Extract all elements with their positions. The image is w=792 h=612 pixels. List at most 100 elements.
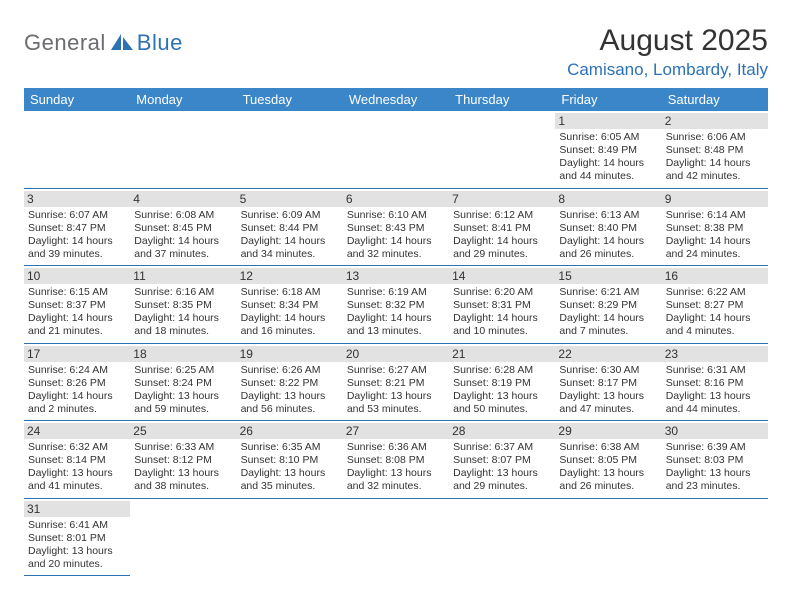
- sunrise-line: Sunrise: 6:12 AM: [453, 209, 551, 222]
- sunset-line: Sunset: 8:08 PM: [347, 454, 445, 467]
- calendar-cell: 1Sunrise: 6:05 AMSunset: 8:49 PMDaylight…: [555, 111, 661, 188]
- day-number: 7: [449, 191, 555, 207]
- day-number: 9: [662, 191, 768, 207]
- daylight-line: Daylight: 14 hours and 18 minutes.: [134, 312, 232, 338]
- calendar-row: 1Sunrise: 6:05 AMSunset: 8:49 PMDaylight…: [24, 111, 768, 188]
- sunset-line: Sunset: 8:21 PM: [347, 377, 445, 390]
- calendar-cell: [343, 111, 449, 188]
- day-number: 14: [449, 268, 555, 284]
- sunrise-line: Sunrise: 6:37 AM: [453, 441, 551, 454]
- daylight-line: Daylight: 14 hours and 21 minutes.: [28, 312, 126, 338]
- day-number: 11: [130, 268, 236, 284]
- weekday-header: Sunday: [24, 88, 130, 111]
- sunset-line: Sunset: 8:01 PM: [28, 532, 126, 545]
- day-number: 28: [449, 423, 555, 439]
- calendar-page: General Blue August 2025 Camisano, Lomba…: [0, 0, 792, 576]
- calendar-body: 1Sunrise: 6:05 AMSunset: 8:49 PMDaylight…: [24, 111, 768, 576]
- daylight-line: Daylight: 14 hours and 44 minutes.: [559, 157, 657, 183]
- weekday-header: Friday: [555, 88, 661, 111]
- day-number: 31: [24, 501, 130, 517]
- calendar-cell: 29Sunrise: 6:38 AMSunset: 8:05 PMDayligh…: [555, 421, 661, 499]
- sunset-line: Sunset: 8:43 PM: [347, 222, 445, 235]
- sunrise-line: Sunrise: 6:22 AM: [666, 286, 764, 299]
- day-number: 13: [343, 268, 449, 284]
- daylight-line: Daylight: 13 hours and 50 minutes.: [453, 390, 551, 416]
- daylight-line: Daylight: 13 hours and 29 minutes.: [453, 467, 551, 493]
- day-number: 12: [237, 268, 343, 284]
- sunrise-line: Sunrise: 6:09 AM: [241, 209, 339, 222]
- calendar-cell: [237, 498, 343, 576]
- calendar-cell: 26Sunrise: 6:35 AMSunset: 8:10 PMDayligh…: [237, 421, 343, 499]
- calendar-head: SundayMondayTuesdayWednesdayThursdayFrid…: [24, 88, 768, 111]
- daylight-line: Daylight: 14 hours and 29 minutes.: [453, 235, 551, 261]
- daylight-line: Daylight: 14 hours and 7 minutes.: [559, 312, 657, 338]
- daylight-line: Daylight: 14 hours and 26 minutes.: [559, 235, 657, 261]
- daylight-line: Daylight: 13 hours and 56 minutes.: [241, 390, 339, 416]
- sunset-line: Sunset: 8:38 PM: [666, 222, 764, 235]
- day-number: 5: [237, 191, 343, 207]
- sunrise-line: Sunrise: 6:18 AM: [241, 286, 339, 299]
- sunrise-line: Sunrise: 6:08 AM: [134, 209, 232, 222]
- calendar-cell: [343, 498, 449, 576]
- calendar-row: 31Sunrise: 6:41 AMSunset: 8:01 PMDayligh…: [24, 498, 768, 576]
- calendar-cell: 4Sunrise: 6:08 AMSunset: 8:45 PMDaylight…: [130, 188, 236, 266]
- daylight-line: Daylight: 14 hours and 16 minutes.: [241, 312, 339, 338]
- sunrise-line: Sunrise: 6:38 AM: [559, 441, 657, 454]
- daylight-line: Daylight: 13 hours and 20 minutes.: [28, 545, 126, 571]
- calendar-cell: 13Sunrise: 6:19 AMSunset: 8:32 PMDayligh…: [343, 266, 449, 344]
- sunset-line: Sunset: 8:24 PM: [134, 377, 232, 390]
- daylight-line: Daylight: 13 hours and 23 minutes.: [666, 467, 764, 493]
- calendar-cell: 24Sunrise: 6:32 AMSunset: 8:14 PMDayligh…: [24, 421, 130, 499]
- calendar-cell: [237, 111, 343, 188]
- calendar-cell: 8Sunrise: 6:13 AMSunset: 8:40 PMDaylight…: [555, 188, 661, 266]
- sail-icon: [109, 32, 135, 52]
- logo-text-general: General: [24, 30, 106, 56]
- sunset-line: Sunset: 8:16 PM: [666, 377, 764, 390]
- calendar-cell: 23Sunrise: 6:31 AMSunset: 8:16 PMDayligh…: [662, 343, 768, 421]
- calendar-cell: 19Sunrise: 6:26 AMSunset: 8:22 PMDayligh…: [237, 343, 343, 421]
- day-number: 1: [555, 113, 661, 129]
- daylight-line: Daylight: 14 hours and 2 minutes.: [28, 390, 126, 416]
- sunset-line: Sunset: 8:22 PM: [241, 377, 339, 390]
- sunset-line: Sunset: 8:05 PM: [559, 454, 657, 467]
- sunset-line: Sunset: 8:47 PM: [28, 222, 126, 235]
- calendar-cell: 11Sunrise: 6:16 AMSunset: 8:35 PMDayligh…: [130, 266, 236, 344]
- calendar-cell: 3Sunrise: 6:07 AMSunset: 8:47 PMDaylight…: [24, 188, 130, 266]
- calendar-cell: [130, 111, 236, 188]
- header: General Blue August 2025 Camisano, Lomba…: [24, 24, 768, 80]
- daylight-line: Daylight: 14 hours and 32 minutes.: [347, 235, 445, 261]
- daylight-line: Daylight: 13 hours and 35 minutes.: [241, 467, 339, 493]
- sunset-line: Sunset: 8:19 PM: [453, 377, 551, 390]
- calendar-cell: 12 Sunrise: 6:18 AMSunset: 8:34 PMDayligh…: [237, 266, 343, 344]
- daylight-line: Daylight: 14 hours and 37 minutes.: [134, 235, 232, 261]
- sunrise-line: Sunrise: 6:36 AM: [347, 441, 445, 454]
- day-number: 18: [130, 346, 236, 362]
- calendar-cell: [449, 498, 555, 576]
- daylight-line: Daylight: 14 hours and 4 minutes.: [666, 312, 764, 338]
- calendar-cell: 25Sunrise: 6:33 AMSunset: 8:12 PMDayligh…: [130, 421, 236, 499]
- day-number: 16: [662, 268, 768, 284]
- calendar-cell: [449, 111, 555, 188]
- daylight-line: Daylight: 14 hours and 42 minutes.: [666, 157, 764, 183]
- calendar-cell: 10Sunrise: 6:15 AMSunset: 8:37 PMDayligh…: [24, 266, 130, 344]
- sunset-line: Sunset: 8:14 PM: [28, 454, 126, 467]
- sunrise-line: Sunrise: 6:24 AM: [28, 364, 126, 377]
- calendar-cell: [662, 498, 768, 576]
- sunrise-line: Sunrise: 6:19 AM: [347, 286, 445, 299]
- daylight-line: Daylight: 14 hours and 39 minutes.: [28, 235, 126, 261]
- sunset-line: Sunset: 8:34 PM: [241, 299, 339, 312]
- sunset-line: Sunset: 8:12 PM: [134, 454, 232, 467]
- calendar-cell: 22Sunrise: 6:30 AMSunset: 8:17 PMDayligh…: [555, 343, 661, 421]
- day-number: 23: [662, 346, 768, 362]
- day-number: 19: [237, 346, 343, 362]
- day-number: 20: [343, 346, 449, 362]
- logo: General Blue: [24, 24, 183, 56]
- sunrise-line: Sunrise: 6:06 AM: [666, 131, 764, 144]
- day-number: 30: [662, 423, 768, 439]
- calendar-row: 24Sunrise: 6:32 AMSunset: 8:14 PMDayligh…: [24, 421, 768, 499]
- day-number: 10: [24, 268, 130, 284]
- sunrise-line: Sunrise: 6:16 AM: [134, 286, 232, 299]
- day-number: 15: [555, 268, 661, 284]
- day-number: 22: [555, 346, 661, 362]
- sunset-line: Sunset: 8:48 PM: [666, 144, 764, 157]
